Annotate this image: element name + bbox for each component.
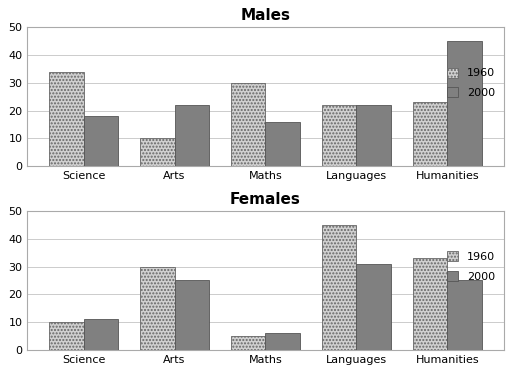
Bar: [322, 105, 356, 166]
Bar: [413, 258, 447, 350]
Bar: [140, 267, 175, 350]
Bar: [266, 333, 300, 350]
Bar: [83, 319, 118, 350]
Bar: [447, 41, 482, 166]
Bar: [175, 280, 209, 350]
Bar: [175, 105, 209, 166]
Bar: [447, 280, 482, 350]
Bar: [413, 102, 447, 166]
Bar: [356, 105, 391, 166]
Title: Males: Males: [241, 8, 290, 23]
Bar: [266, 122, 300, 166]
Bar: [231, 336, 266, 350]
Bar: [231, 83, 266, 166]
Title: Females: Females: [230, 192, 301, 207]
Bar: [356, 264, 391, 350]
Bar: [49, 322, 83, 350]
Bar: [322, 225, 356, 350]
Bar: [83, 116, 118, 166]
Bar: [49, 72, 83, 166]
Legend: 1960, 2000: 1960, 2000: [443, 248, 498, 285]
Legend: 1960, 2000: 1960, 2000: [443, 64, 498, 101]
Bar: [140, 138, 175, 166]
